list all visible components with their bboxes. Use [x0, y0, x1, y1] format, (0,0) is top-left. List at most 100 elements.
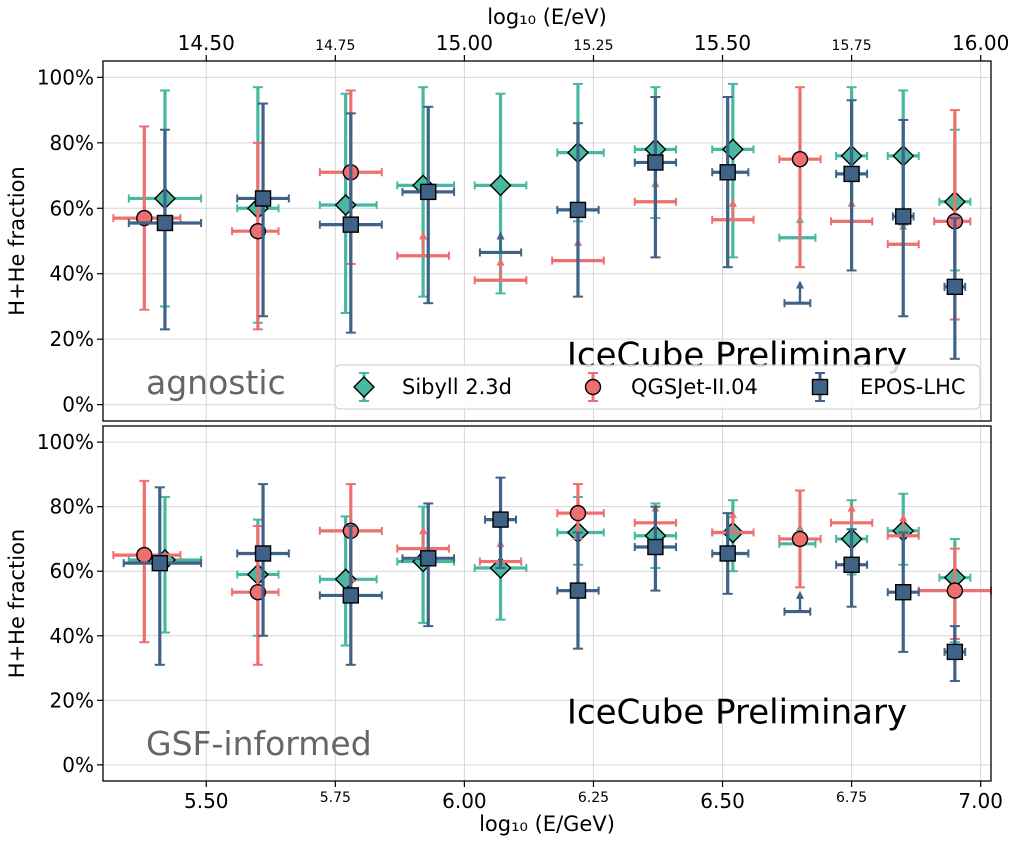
- marker-circle: [569, 504, 587, 522]
- data-point-epos: [943, 217, 967, 360]
- marker-diamond: [334, 568, 357, 591]
- y-tick-label: 40%: [50, 262, 94, 286]
- marker-square: [946, 278, 964, 296]
- limit-arrow-head: [419, 231, 428, 240]
- marker-diamond: [489, 174, 512, 197]
- top-x-tick-label: 15.75: [832, 38, 872, 54]
- data-point-epos: [711, 512, 750, 595]
- marker-square: [420, 183, 437, 201]
- marker-square: [719, 164, 736, 181]
- marker-square: [719, 545, 736, 562]
- limit-arrow-head: [728, 510, 737, 519]
- data-point-epos: [556, 122, 600, 298]
- bottom-x-tick-label: 6.00: [442, 789, 487, 813]
- legend-entry-epos: EPOS-LHC: [811, 372, 966, 402]
- data-point-epos: [835, 99, 869, 272]
- bottom-x-tick-label: 6.75: [836, 790, 867, 806]
- data-point-epos: [783, 280, 812, 308]
- scenario-label: GSF-informed: [146, 724, 372, 763]
- data-point-epos: [484, 476, 518, 569]
- y-tick-label: 20%: [50, 688, 94, 712]
- legend-label: EPOS-LHC: [860, 375, 966, 399]
- legend-label: QGSJet-II.04: [631, 375, 758, 399]
- limit-arrow-head: [728, 198, 737, 207]
- marker-square: [151, 554, 168, 572]
- bottom-x-tick-label: 5.75: [320, 790, 351, 806]
- legend-marker-diamond: [353, 376, 375, 398]
- top-x-tick-label: 15.00: [436, 31, 493, 55]
- marker-square: [946, 643, 964, 661]
- scenario-label: agnostic: [146, 363, 286, 402]
- data-point-qgsjet: [829, 503, 874, 527]
- marker-square: [420, 550, 437, 567]
- limit-arrow-head: [795, 590, 804, 599]
- panel-agnostic: 0% 20% 40% 60% 80% 100% 14.50 14.75 15.00 15.25 15…: [5, 31, 1009, 422]
- y-tick-label: 60%: [50, 196, 94, 220]
- bottom-x-tick-label: 7.00: [958, 789, 1003, 813]
- marker-square: [843, 556, 860, 573]
- marker-square: [254, 190, 272, 207]
- marker-square: [895, 584, 912, 601]
- legend-marker-circle: [584, 378, 602, 396]
- bottom-x-tick-label: 6.25: [578, 790, 609, 806]
- marker-square: [342, 216, 360, 233]
- data-point-epos: [943, 625, 967, 682]
- y-tick-label: 40%: [50, 624, 94, 648]
- data-point-sibyll: [778, 215, 817, 242]
- y-tick-label: 100%: [37, 430, 94, 454]
- y-tick-label: 0%: [62, 393, 94, 417]
- top-axis-label: log₁₀ (E/eV): [487, 5, 607, 29]
- marker-diamond: [334, 194, 357, 216]
- data-point-qgsjet: [711, 510, 755, 537]
- data-point-epos: [318, 525, 383, 666]
- marker-square: [342, 587, 360, 604]
- y-axis-label: H+He fraction: [5, 529, 29, 678]
- marker-square: [569, 201, 587, 219]
- y-tick-label: 20%: [50, 327, 94, 351]
- plot-frame: [102, 60, 992, 422]
- data-point-epos: [886, 531, 920, 653]
- bottom-x-tick-label: 5.50: [184, 789, 229, 813]
- data-point-sibyll: [556, 82, 605, 223]
- top-x-tick-label: 15.25: [573, 38, 613, 54]
- data-point-epos: [401, 502, 456, 628]
- data-point-qgsjet: [778, 489, 822, 589]
- limit-arrow-head: [847, 503, 856, 512]
- data-point-epos: [891, 118, 915, 318]
- legend-entry-qgsjet: QGSJet-II.04: [584, 372, 758, 402]
- series-epos: [127, 96, 967, 360]
- watermark-text: IceCube Preliminary: [567, 692, 907, 732]
- marker-circle: [791, 530, 809, 548]
- limit-arrow-head: [496, 231, 505, 240]
- y-tick-label: 100%: [37, 65, 94, 89]
- series-epos: [122, 476, 967, 682]
- marker-square: [492, 511, 509, 528]
- legend: Sibyll 2.3d QGSJet-II.04 EPOS-LHC: [334, 364, 981, 410]
- bottom-axis-label: log₁₀ (E/GeV): [479, 812, 615, 836]
- y-tick-label: 80%: [50, 495, 94, 519]
- limit-arrow-head: [496, 257, 505, 266]
- data-point-epos: [633, 96, 678, 259]
- data-point-qgsjet: [396, 526, 450, 553]
- limit-arrow-head: [795, 280, 804, 289]
- top-x-tick-label: 14.75: [315, 38, 355, 54]
- data-point-qgsjet: [778, 86, 822, 269]
- marker-circle: [946, 582, 964, 599]
- top-x-tick-label: 16.00: [952, 31, 1009, 55]
- data-point-epos: [401, 105, 456, 305]
- panel-gsf-informed: 0% 20% 40% 60% 80% 100% 5.50 5.75 6.00 6.25 6.50 6.…: [5, 425, 1003, 813]
- data-point-epos: [122, 486, 203, 666]
- y-tick-label: 80%: [50, 131, 94, 155]
- y-tick-label: 60%: [50, 559, 94, 583]
- marker-square: [254, 545, 272, 562]
- top-x-tick-label: 15.50: [694, 31, 751, 55]
- data-point-qgsjet: [396, 231, 450, 260]
- data-point-qgsjet: [231, 141, 280, 331]
- data-point-epos: [783, 590, 812, 616]
- data-point-epos: [318, 112, 383, 334]
- data-point-epos: [711, 96, 750, 269]
- data-point-epos: [835, 528, 869, 608]
- data-point-epos: [236, 483, 290, 637]
- limit-arrow-head: [419, 526, 428, 535]
